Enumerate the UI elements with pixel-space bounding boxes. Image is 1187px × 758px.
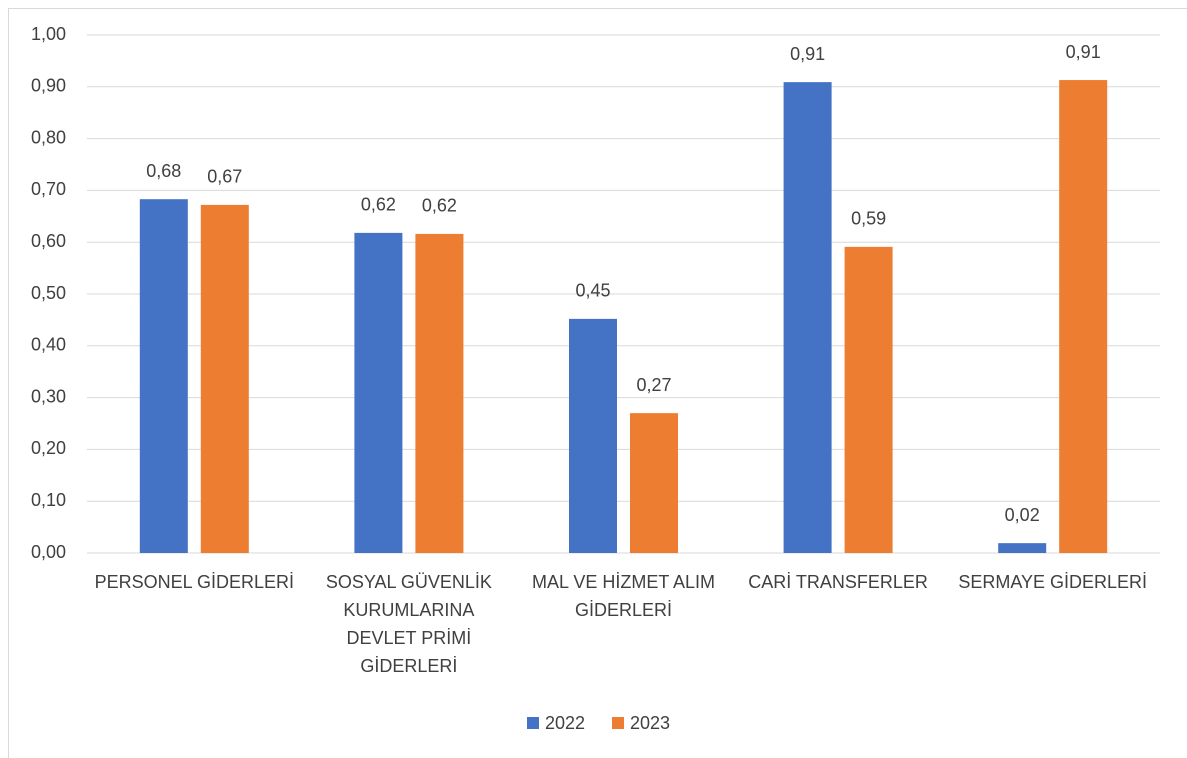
x-tick-label: MAL VE HİZMET ALIM GİDERLERİ bbox=[531, 572, 716, 620]
legend-swatch bbox=[612, 717, 624, 729]
bar bbox=[1059, 80, 1108, 553]
bar bbox=[783, 82, 832, 553]
y-tick-label: 0,20 bbox=[31, 438, 66, 458]
chart-border bbox=[8, 8, 1187, 758]
y-tick-label: 0,10 bbox=[31, 490, 66, 510]
data-label: 0,67 bbox=[207, 167, 242, 187]
y-tick-label: 0,30 bbox=[31, 386, 66, 406]
data-label: 0,62 bbox=[361, 195, 396, 215]
bar bbox=[415, 233, 464, 554]
x-tick-label: PERSONEL GİDERLERİ bbox=[94, 572, 294, 592]
legend-label: 2022 bbox=[545, 713, 585, 733]
bar bbox=[200, 204, 249, 554]
x-tick-label: SOSYAL GÜVENLİK KURUMLARINA DEVLET PRİMİ… bbox=[325, 572, 492, 676]
data-label: 0,91 bbox=[1066, 42, 1101, 62]
data-label: 0,02 bbox=[1005, 505, 1040, 525]
bar bbox=[569, 318, 617, 553]
y-tick-label: 0,90 bbox=[31, 76, 66, 96]
x-tick-label: SERMAYE GİDERLERİ bbox=[958, 572, 1148, 592]
data-label: 0,45 bbox=[575, 281, 610, 301]
bar bbox=[139, 199, 188, 553]
x-tick-label: CARİ TRANSFERLER bbox=[748, 572, 928, 592]
data-label: 0,27 bbox=[636, 375, 671, 395]
y-tick-label: 1,00 bbox=[31, 24, 66, 44]
y-tick-label: 0,40 bbox=[31, 335, 66, 355]
y-tick-label: 0,00 bbox=[31, 542, 66, 562]
y-tick-label: 0,70 bbox=[31, 179, 66, 199]
data-label: 0,59 bbox=[851, 209, 886, 229]
legend-swatch bbox=[527, 717, 539, 729]
data-label: 0,62 bbox=[422, 196, 457, 216]
legend-label: 2023 bbox=[630, 713, 670, 733]
data-label: 0,91 bbox=[790, 44, 825, 64]
y-tick-label: 0,80 bbox=[31, 127, 66, 147]
y-tick-label: 0,50 bbox=[31, 283, 66, 303]
y-tick-label: 0,60 bbox=[31, 231, 66, 251]
bar bbox=[998, 543, 1047, 553]
data-label: 0,68 bbox=[146, 161, 181, 181]
bar bbox=[354, 232, 403, 553]
bar bbox=[844, 246, 893, 553]
bar bbox=[630, 413, 678, 553]
